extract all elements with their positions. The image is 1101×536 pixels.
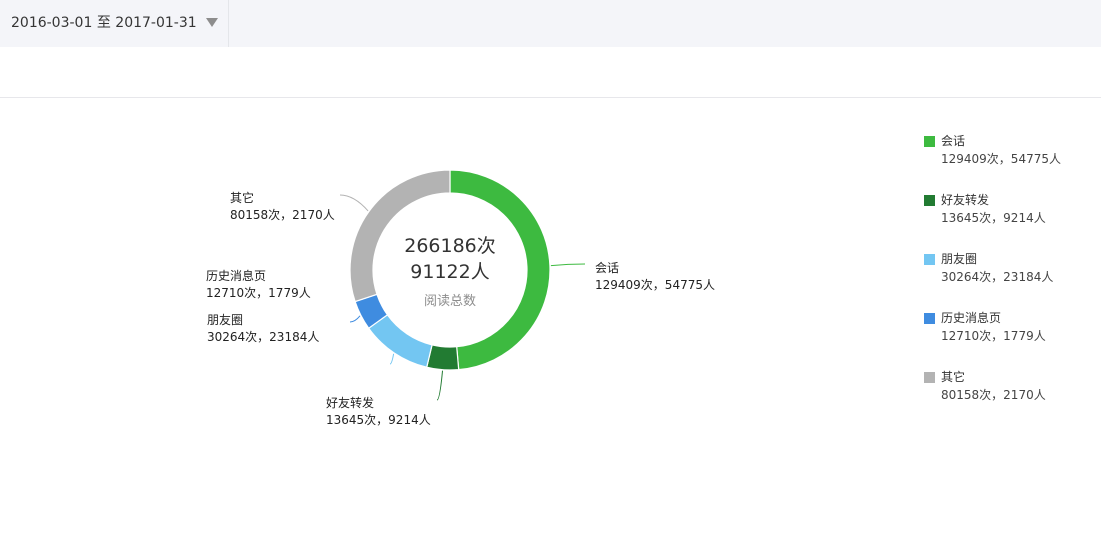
leader-line xyxy=(349,315,361,323)
leader-line xyxy=(550,263,586,267)
legend-name: 会话 xyxy=(941,134,966,148)
callout-name: 朋友圈 xyxy=(207,313,243,327)
leader-lines xyxy=(339,194,586,401)
legend-value: 129409次，54775人 xyxy=(941,152,1061,166)
legend-value: 80158次，2170人 xyxy=(941,388,1046,402)
donut-slice[interactable] xyxy=(349,169,451,303)
legend-name: 朋友圈 xyxy=(941,252,978,266)
donut-slices xyxy=(349,169,551,371)
legend-name: 历史消息页 xyxy=(941,311,1002,325)
legend-value: 13645次，9214人 xyxy=(941,211,1046,225)
donut-slice[interactable] xyxy=(367,313,433,368)
date-separator: 至 xyxy=(96,15,111,31)
callout-value: 30264次，23184人 xyxy=(207,330,319,344)
callout-name: 历史消息页 xyxy=(206,268,266,283)
date-start: 2016-03-01 xyxy=(11,15,93,31)
center-total-times: 266186次 xyxy=(404,235,496,257)
legend-swatch xyxy=(924,372,935,383)
legend-swatch xyxy=(924,195,935,206)
legend-item[interactable]: 朋友圈 30264次，23184人 xyxy=(924,251,1094,310)
center-total-people: 91122人 xyxy=(410,261,489,283)
legend-item[interactable]: 其它 80158次，2170人 xyxy=(924,369,1094,428)
legend-swatch xyxy=(924,254,935,265)
legend-item[interactable]: 好友转发 13645次，9214人 xyxy=(924,192,1094,251)
legend-item[interactable]: 历史消息页 12710次，1779人 xyxy=(924,310,1094,369)
legend-swatch xyxy=(924,136,935,147)
legend-name: 好友转发 xyxy=(941,193,990,207)
callout-value: 12710次，1779人 xyxy=(206,286,311,300)
callout-value: 80158次，2170人 xyxy=(230,208,335,222)
callout-value: 129409次，54775人 xyxy=(595,278,715,292)
chart-legend: 会话 129409次，54775人 好友转发 13645次，9214人 朋友圈 30264… xyxy=(924,133,1094,428)
leader-line xyxy=(389,353,395,365)
legend-swatch xyxy=(924,313,935,324)
legend-name: 其它 xyxy=(941,370,966,384)
date-range-picker[interactable]: 2016-03-01 至 2017-01-31 xyxy=(0,0,229,47)
legend-value: 12710次，1779人 xyxy=(941,329,1046,343)
callout-value: 13645次，9214人 xyxy=(326,413,431,427)
date-end: 2017-01-31 xyxy=(115,15,197,31)
callout-name: 好友转发 xyxy=(326,395,374,410)
leader-line xyxy=(339,194,369,212)
leader-line xyxy=(436,370,444,401)
top-toolbar: 2016-03-01 至 2017-01-31 xyxy=(0,0,1101,47)
callout-name: 会话 xyxy=(595,261,619,275)
legend-value: 30264次，23184人 xyxy=(941,270,1054,284)
callout-name: 其它 xyxy=(230,190,254,205)
triangle-down-icon[interactable] xyxy=(206,18,219,27)
center-caption: 阅读总数 xyxy=(424,294,476,309)
section-divider xyxy=(0,97,1101,98)
legend-item[interactable]: 会话 129409次，54775人 xyxy=(924,133,1094,192)
